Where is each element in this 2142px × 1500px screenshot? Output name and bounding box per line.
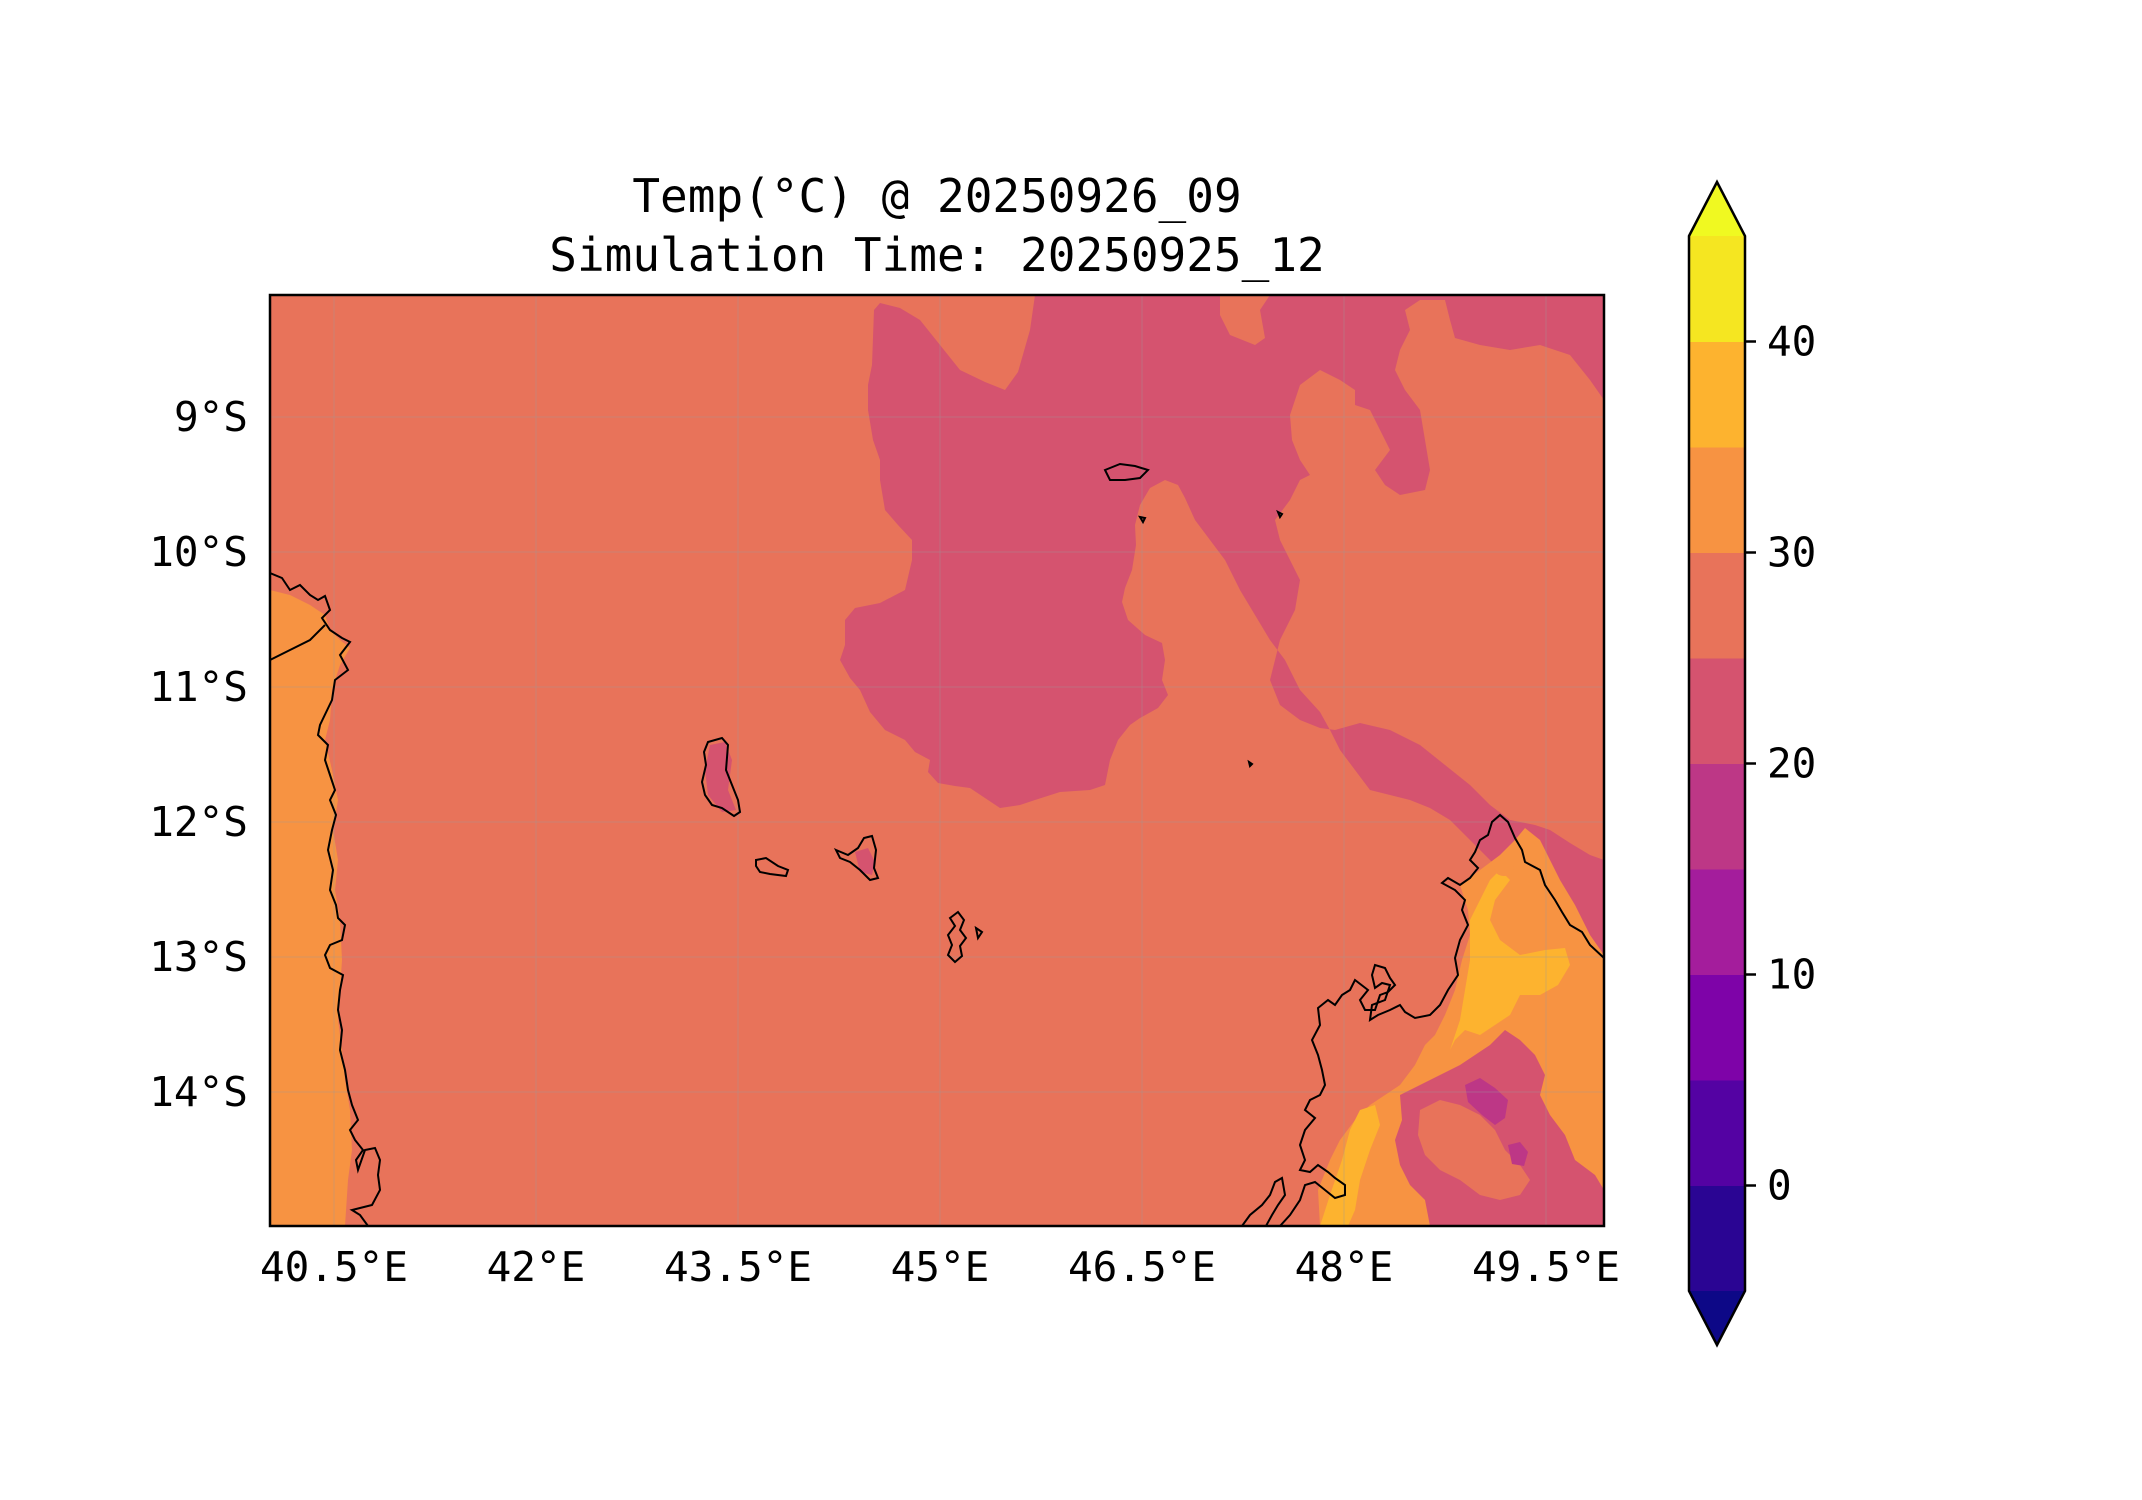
y-tick-label: 9°S	[174, 393, 248, 441]
y-tick-label: 11°S	[149, 663, 248, 711]
colorbar-segment	[1689, 447, 1745, 553]
colorbar-segment	[1689, 236, 1745, 342]
temp-field-20-25-island-b	[855, 848, 875, 875]
colorbar-segment	[1689, 974, 1745, 1081]
temp-field-15-20	[1465, 1078, 1508, 1125]
map-frame	[268, 293, 1606, 1228]
gridlines	[270, 295, 1604, 1226]
y-axis-ticks: 9°S 10°S 11°S 12°S 13°S 14°S	[149, 393, 248, 1116]
x-tick-label: 43.5°E	[664, 1243, 812, 1291]
colorbar-under-triangle	[1689, 1291, 1745, 1345]
coastline-moheli	[755, 856, 790, 878]
map-panel	[270, 295, 1604, 1226]
coastline-islet	[1276, 509, 1284, 520]
coastline-anjouan	[833, 834, 880, 882]
colorbar-segment	[1689, 869, 1745, 975]
x-tick-label: 45°E	[891, 1243, 990, 1291]
colorbar-outline	[1687, 179, 1747, 1348]
coastline-africa	[270, 572, 382, 1226]
temp-field-30-35-west	[270, 590, 352, 1226]
temp-field-25-30-madagascar-inner	[1418, 1100, 1530, 1200]
temp-field-30-35-spot	[1494, 860, 1514, 876]
coastline-glorioso-b	[1137, 515, 1147, 525]
coastline-madagascar-b	[1241, 1176, 1287, 1226]
colorbar-segment	[1689, 658, 1745, 764]
temp-field-20-25-madagascar	[1395, 1030, 1604, 1226]
coastline-islet-b	[1247, 759, 1254, 768]
coastline-glorioso	[1103, 462, 1150, 481]
temp-field-15-20-b	[1508, 1142, 1528, 1166]
colorbar-segment	[1689, 341, 1745, 448]
colorbar: 0 10 20 30 40	[1687, 179, 1816, 1348]
colorbar-over-triangle	[1689, 182, 1745, 236]
y-tick-label: 14°S	[149, 1068, 248, 1116]
colorbar-tick-label: 0	[1767, 1162, 1792, 1210]
plot-title-line2: Simulation Time: 20250925_12	[549, 228, 1325, 282]
coastline-madagascar	[1279, 813, 1604, 1226]
x-axis-ticks: 40.5°E 42°E 43.5°E 45°E 46.5°E 48°E 49.5…	[260, 1243, 1620, 1291]
colorbar-segment	[1689, 1185, 1745, 1292]
colorbar-tick-label: 20	[1767, 740, 1816, 788]
colorbar-segment	[1689, 552, 1745, 659]
colorbar-segment	[1689, 1080, 1745, 1186]
coastline-africa-inlet	[270, 624, 326, 661]
coastlines	[270, 462, 1604, 1226]
x-tick-label: 42°E	[487, 1243, 586, 1291]
temp-field-20-25-island	[705, 742, 736, 812]
y-tick-label: 10°S	[149, 528, 248, 576]
coastline-mayotte-b	[974, 925, 984, 941]
plot-title-line1: Temp(°C) @ 20250926_09	[632, 169, 1242, 223]
x-tick-label: 48°E	[1295, 1243, 1394, 1291]
y-tick-label: 12°S	[149, 798, 248, 846]
x-tick-label: 49.5°E	[1472, 1243, 1620, 1291]
x-tick-label: 40.5°E	[260, 1243, 408, 1291]
y-tick-label: 13°S	[149, 933, 248, 981]
temp-field-20-25-north	[840, 295, 1604, 1226]
temp-field-35-40-south	[1320, 1105, 1380, 1226]
x-tick-label: 46.5°E	[1068, 1243, 1216, 1291]
colorbar-tick-label: 10	[1767, 951, 1816, 999]
temp-field-35-40	[1450, 870, 1570, 1050]
colorbar-tick-label: 30	[1767, 529, 1816, 577]
coastline-grande-comore	[700, 736, 742, 818]
coastline-mayotte	[946, 910, 968, 964]
colorbar-tick-label: 40	[1767, 318, 1816, 366]
colorbar-segment	[1689, 763, 1745, 870]
